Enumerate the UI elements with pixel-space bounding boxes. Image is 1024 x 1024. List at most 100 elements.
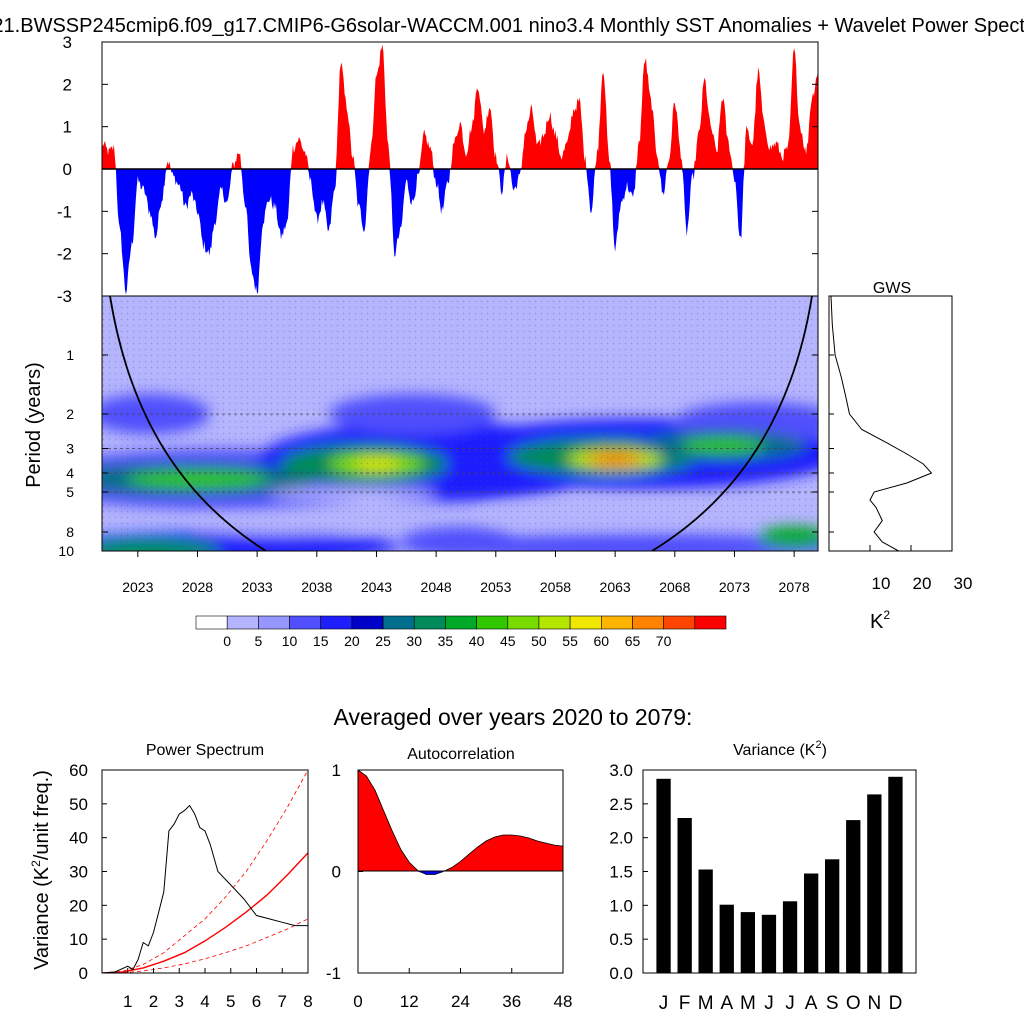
colorbar-swatch	[258, 615, 290, 630]
ac-xtick-label: 48	[554, 992, 573, 1011]
variance-bar	[782, 901, 798, 973]
variance-bar	[846, 820, 861, 973]
ps-xtick-label: 4	[200, 992, 209, 1011]
colorbar-swatch	[382, 615, 415, 630]
colorbar-swatch	[351, 615, 384, 630]
variance-ytick-label: 0.0	[609, 964, 633, 983]
colorbar-label: 70	[656, 633, 672, 649]
year-tick-label: 2033	[242, 579, 273, 595]
main-title: b.e21.BWSSP245cmip6.f09_g17.CMIP6-G6sola…	[0, 15, 1024, 37]
month-label: D	[889, 993, 903, 1014]
significance-stipple	[102, 296, 818, 551]
ts-ytick-label: -2	[57, 245, 72, 264]
ps-xtick-label: 5	[226, 992, 235, 1011]
gws-chart: GWS 10 20 30 K2	[828, 280, 973, 633]
colorbar-swatch	[289, 615, 322, 630]
variance-bar	[761, 914, 777, 973]
colorbar-label: 60	[594, 633, 610, 649]
ps-ytick-label: 50	[69, 795, 88, 814]
variance-bar	[825, 859, 840, 973]
year-tick-label: 2058	[540, 579, 571, 595]
variance-bar	[867, 794, 882, 973]
period-tick-label: 2	[66, 406, 74, 422]
gws-curve	[830, 295, 933, 552]
colorbar-label: 40	[469, 633, 485, 649]
red-noise-curve	[102, 852, 308, 973]
colorbar-label: 5	[255, 633, 263, 649]
period-tick-label: 8	[66, 524, 74, 540]
colorbar-label: 50	[531, 633, 547, 649]
variance-axis-label: Variance (K2/unit freq.)	[29, 770, 53, 970]
autocorrelation-line	[357, 769, 564, 875]
colorbar-swatch	[569, 615, 602, 630]
power-spectrum-frame	[101, 769, 309, 974]
gws-xtick-label: 30	[954, 574, 973, 593]
ps-ytick-label: 40	[69, 829, 88, 848]
positive-anomaly-area	[102, 44, 818, 169]
year-tick-label: 2078	[779, 579, 810, 595]
colorbar-swatch	[445, 615, 477, 630]
ts-ytick-label: -1	[57, 202, 72, 221]
ps-xtick-label: 6	[252, 992, 261, 1011]
ac-ytick-label: 1	[332, 761, 341, 780]
autocorrelation-title: Autocorrelation	[407, 746, 515, 763]
colorbar-label: 25	[375, 633, 391, 649]
power-spectrum-title: Power Spectrum	[146, 742, 264, 759]
colorbar-label: 30	[406, 633, 422, 649]
variance-bar	[719, 904, 734, 973]
sst-anomaly-chart: 3 2 1 0 -1 -2 -3	[57, 33, 819, 306]
colorbar-swatch	[320, 615, 353, 630]
ps-ytick-label: 0	[79, 964, 88, 983]
ps-ytick-label: 20	[69, 896, 88, 915]
ts-ytick-label: 2	[63, 75, 72, 94]
variance-ytick-label: 2.0	[609, 829, 633, 848]
month-label: O	[846, 993, 861, 1014]
variance-title: Variance (K2)	[733, 739, 827, 759]
year-tick-label: 2023	[122, 579, 153, 595]
ac-xtick-label: 24	[451, 992, 470, 1011]
colorbar-swatch	[632, 615, 665, 630]
variance-ytick-label: 2.5	[609, 795, 633, 814]
variance-bar	[698, 869, 713, 973]
colorbar-label: 35	[438, 633, 454, 649]
ts-ytick-label: 0	[63, 160, 72, 179]
colorbar-label: 10	[282, 633, 298, 649]
colorbar-swatch	[663, 615, 696, 630]
month-label: M	[740, 993, 756, 1014]
ac-ytick-label: 0	[332, 863, 341, 882]
coi-right-curve	[651, 296, 813, 551]
colorbar-label: 65	[625, 633, 641, 649]
autocorrelation-chart: Autocorrelation 1 0 -1 0 12 24 36 48	[326, 746, 573, 1011]
month-label: N	[868, 993, 882, 1014]
colorbar-label: 55	[562, 633, 578, 649]
colorbar-swatch	[600, 615, 633, 630]
red-noise-upper-bound	[102, 770, 308, 973]
month-label: A	[805, 993, 818, 1014]
ac-xtick-label: 12	[400, 992, 419, 1011]
month-label: M	[698, 993, 714, 1014]
ps-ytick-label: 10	[69, 930, 88, 949]
variance-bar	[740, 912, 755, 973]
power-spectrum-line	[102, 804, 308, 973]
variance-ytick-label: 3.0	[609, 761, 633, 780]
variance-ytick-label: 1.0	[609, 896, 633, 915]
period-tick-label: 1	[66, 347, 74, 363]
ps-xtick-label: 7	[278, 992, 287, 1011]
month-label: J	[764, 993, 774, 1014]
year-tick-label: 2063	[600, 579, 631, 595]
ac-xtick-label: 0	[353, 992, 362, 1011]
ac-ytick-label: -1	[326, 964, 341, 983]
month-label: A	[720, 993, 733, 1014]
ps-ytick-label: 60	[69, 761, 88, 780]
ps-ytick-label: 30	[69, 863, 88, 882]
ts-ytick-label: 1	[63, 118, 72, 137]
ps-xtick-label: 8	[303, 992, 312, 1011]
period-tick-label: 3	[66, 441, 74, 457]
ts-ytick-label: -3	[57, 287, 72, 306]
year-tick-label: 2073	[719, 579, 750, 595]
ps-xtick-label: 3	[175, 992, 184, 1011]
month-label: J	[659, 993, 669, 1014]
period-tick-label: 4	[66, 465, 74, 481]
